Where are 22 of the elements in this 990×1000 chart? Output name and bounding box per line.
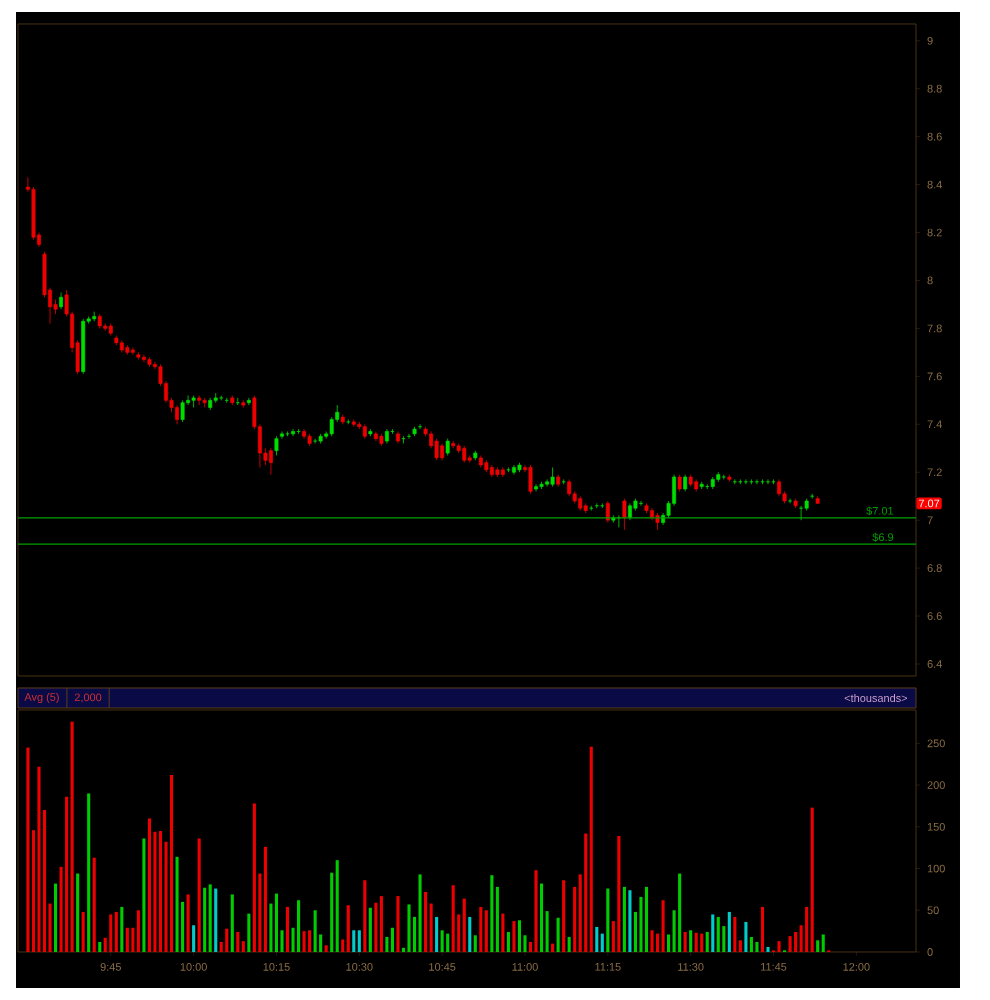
candlestick: [407, 433, 411, 440]
candlestick: [550, 467, 555, 488]
candlestick: [754, 479, 759, 485]
candlestick: [639, 500, 643, 507]
candlestick: [180, 399, 185, 423]
candlestick: [274, 435, 279, 456]
candlestick: [434, 438, 439, 461]
candlestick: [622, 498, 627, 531]
candlestick: [373, 431, 378, 442]
candlestick: [418, 423, 423, 430]
candlestick: [788, 498, 793, 504]
candlestick: [59, 292, 64, 310]
candlestick: [302, 428, 307, 440]
candlestick: [268, 447, 273, 476]
candlestick: [766, 479, 770, 485]
candlestick: [313, 438, 318, 444]
candlestick: [175, 404, 180, 425]
candlestick: [743, 479, 748, 485]
candlestick: [511, 464, 516, 476]
candlestick: [528, 464, 533, 495]
candlestick: [500, 467, 505, 478]
candlestick: [799, 505, 804, 521]
